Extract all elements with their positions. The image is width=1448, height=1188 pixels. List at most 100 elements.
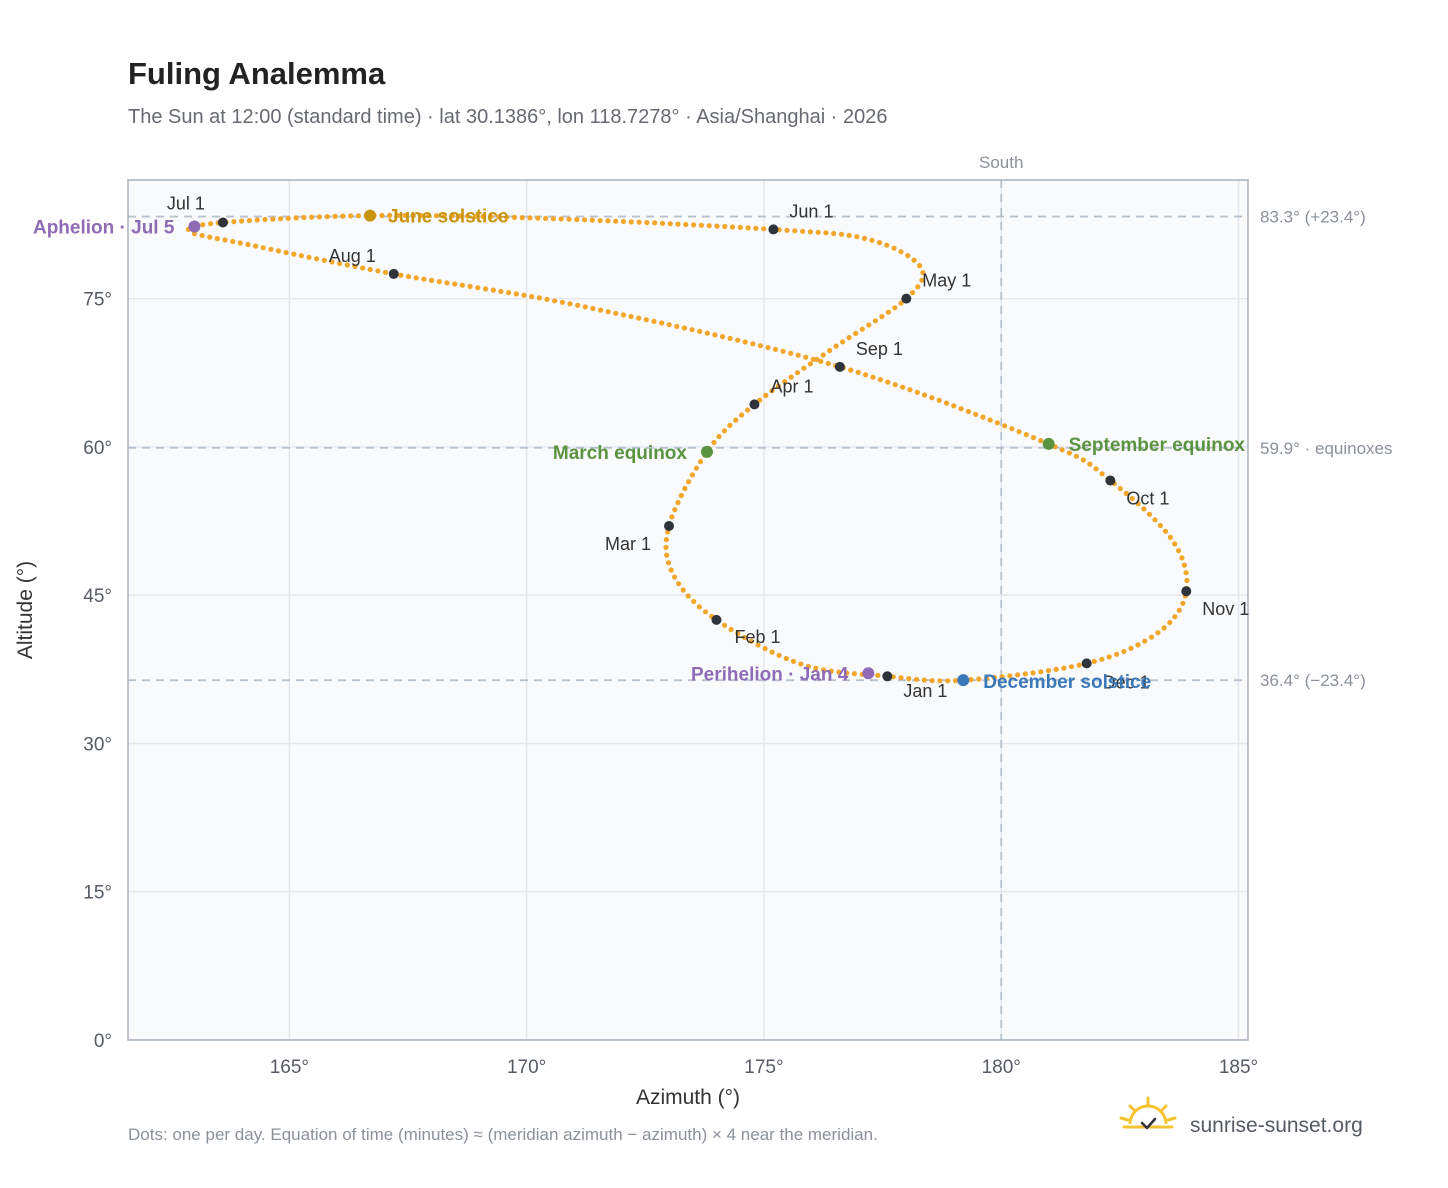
event-marker-september-equinox[interactable] <box>1042 437 1055 450</box>
month-label-aug-1: Aug 1 <box>329 246 376 266</box>
daily-sun-dot <box>666 322 672 328</box>
daily-sun-dot <box>337 260 343 267</box>
month-marker-nov-1[interactable] <box>1181 586 1192 597</box>
south-reference-label: South <box>979 153 1023 172</box>
daily-sun-dot <box>1002 423 1008 429</box>
daily-sun-dot <box>737 224 743 230</box>
daily-sun-dot <box>716 433 722 440</box>
daily-sun-dot <box>831 230 837 237</box>
daily-sun-dot <box>782 379 788 385</box>
daily-sun-dot <box>712 332 718 338</box>
daily-sun-dot <box>332 213 338 219</box>
daily-sun-dot <box>892 382 898 388</box>
event-label-aphelion-jul-5: Aphelion · Jul 5 <box>33 217 175 238</box>
event-marker-aphelion-jul-5[interactable] <box>188 220 201 233</box>
month-marker-jun-1[interactable] <box>768 224 779 235</box>
daily-sun-dot <box>885 309 892 315</box>
daily-sun-dot <box>922 392 928 398</box>
daily-sun-dot <box>1183 570 1189 576</box>
month-label-mar-1: Mar 1 <box>605 534 651 554</box>
daily-sun-dot <box>511 214 517 220</box>
month-marker-feb-1[interactable] <box>711 614 722 625</box>
daily-sun-dot <box>698 222 705 228</box>
daily-sun-dot <box>421 276 427 282</box>
daily-sun-dot <box>467 283 473 289</box>
daily-sun-dot <box>735 630 741 637</box>
daily-sun-dot <box>1093 466 1099 472</box>
daily-sun-dot <box>665 560 672 566</box>
daily-sun-dot <box>672 574 678 580</box>
daily-sun-dot <box>498 288 504 294</box>
daily-sun-dot <box>702 609 709 615</box>
daily-sun-dot <box>669 514 675 520</box>
daily-sun-dot <box>344 262 350 268</box>
month-marker-mar-1[interactable] <box>664 520 675 531</box>
brand-name[interactable]: sunrise-sunset.org <box>1190 1114 1363 1137</box>
event-markers: June solstice March equinox September equi… <box>33 207 1245 694</box>
daily-sun-dot <box>459 282 465 288</box>
daily-sun-dot <box>1099 656 1105 662</box>
month-marker-apr-1[interactable] <box>749 399 760 410</box>
daily-sun-dot <box>519 215 525 221</box>
daily-sun-dot <box>582 304 588 310</box>
daily-sun-dot <box>807 229 814 235</box>
event-marker-march-equinox[interactable] <box>700 445 713 458</box>
month-label-feb-1: Feb 1 <box>734 627 780 647</box>
daily-sun-dot <box>697 459 704 465</box>
month-marker-sep-1[interactable] <box>834 361 845 372</box>
month-marker-dec-1[interactable] <box>1081 658 1092 669</box>
daily-sun-dot <box>254 217 260 223</box>
daily-sun-dot <box>745 225 751 231</box>
month-marker-may-1[interactable] <box>901 293 912 304</box>
daily-sun-dot <box>753 225 759 231</box>
daily-sun-dot <box>262 216 268 223</box>
reference-lines: South 83.3° (+23.4°) 59.9° · equinoxes 36.4… <box>128 153 1393 1040</box>
x-axis-label: Azimuth (°) <box>636 1086 740 1109</box>
daily-sun-dot <box>875 672 881 679</box>
daily-sun-dot <box>1135 642 1141 648</box>
event-marker-december-solstice[interactable] <box>957 674 970 687</box>
month-marker-aug-1[interactable] <box>388 268 399 279</box>
daily-sun-dot <box>907 387 913 393</box>
chart-title: Fuling Analemma <box>128 56 386 91</box>
footnote: Dots: one per day. Equation of time (min… <box>128 1125 878 1144</box>
daily-sun-dot <box>742 339 748 345</box>
daily-sun-dot <box>1023 432 1029 438</box>
daily-sun-dot <box>884 242 890 248</box>
daily-sun-dot <box>769 388 775 394</box>
daily-sun-dot <box>278 216 284 222</box>
daily-sun-dot <box>838 231 845 237</box>
x-tick-label: 185° <box>1219 1057 1258 1078</box>
daily-sun-dot <box>685 593 691 599</box>
daily-sun-dot <box>367 266 373 273</box>
daily-sun-dot <box>1148 634 1155 640</box>
daily-sun-dot <box>943 400 950 406</box>
month-label-jan-1: Jan 1 <box>903 681 947 701</box>
daily-sun-dot <box>910 290 916 296</box>
daily-sun-dot <box>854 234 860 240</box>
event-marker-perihelion-jan-4[interactable] <box>862 667 875 680</box>
daily-sun-dot <box>1016 429 1022 435</box>
y-tick-label: 60° <box>83 438 112 459</box>
daily-sun-dot <box>613 218 619 224</box>
daily-sun-dot <box>722 223 728 230</box>
month-marker-jan-1[interactable] <box>882 671 893 682</box>
daily-sun-dot <box>795 352 801 358</box>
daily-sun-dot <box>750 341 756 347</box>
daily-sun-dot <box>877 377 884 383</box>
daily-sun-dot <box>387 212 393 218</box>
daily-sun-dot <box>915 284 921 290</box>
daily-sun-dot <box>605 309 611 315</box>
event-marker-june-solstice[interactable] <box>364 209 377 222</box>
daily-sun-dot <box>1176 607 1182 613</box>
month-marker-oct-1[interactable] <box>1105 475 1116 486</box>
daily-sun-dot <box>898 675 904 681</box>
month-marker-jul-1[interactable] <box>217 217 228 228</box>
daily-sun-dot <box>465 213 471 219</box>
daily-sun-dot <box>418 212 424 219</box>
daily-sun-dot <box>1141 506 1147 512</box>
daily-sun-dot <box>590 305 596 312</box>
daily-sun-dot <box>676 581 682 587</box>
daily-sun-dot <box>828 668 834 674</box>
daily-sun-dot <box>628 313 634 320</box>
